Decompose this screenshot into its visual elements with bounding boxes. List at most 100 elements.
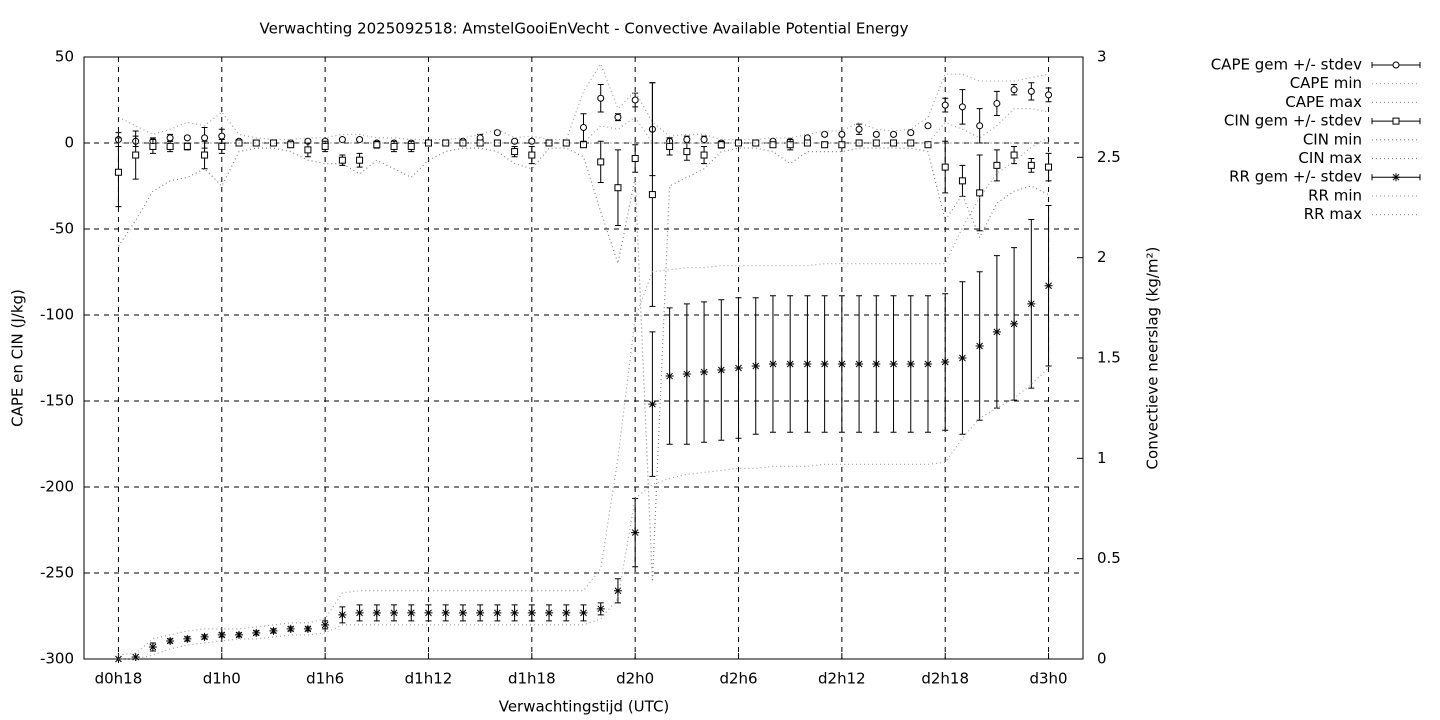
marker: [372, 608, 381, 617]
marker: [390, 142, 398, 150]
marker: [993, 99, 1001, 107]
marker: [218, 132, 226, 140]
legend-label: CAPE gem +/- stdev: [1211, 56, 1362, 74]
marker: [218, 142, 226, 150]
marker: [855, 125, 863, 133]
marker: [803, 360, 812, 369]
marker: [201, 151, 209, 159]
marker: [287, 141, 295, 149]
marker: [131, 652, 140, 661]
y-tick-label: -250: [40, 564, 74, 582]
x-tick-label: d1h18: [508, 670, 556, 688]
marker: [906, 360, 915, 369]
line-series: [117, 147, 1049, 582]
marker: [580, 124, 587, 132]
marker: [1045, 91, 1053, 99]
marker: [442, 139, 450, 147]
marker: [614, 184, 622, 192]
marker: [958, 354, 967, 362]
marker: [890, 130, 898, 138]
y2-tick-label: 0.5: [1097, 549, 1121, 567]
marker: [562, 139, 570, 147]
line-series: [118, 136, 1049, 656]
y2-tick-label: 3: [1097, 48, 1107, 66]
y-tick-label: -300: [40, 650, 74, 668]
marker: [252, 628, 261, 637]
legend-label: RR gem +/- stdev: [1229, 168, 1362, 186]
marker: [958, 103, 966, 111]
x-tick-label: d1h6: [306, 670, 344, 688]
marker: [648, 400, 657, 409]
marker: [511, 148, 519, 156]
marker: [1010, 86, 1018, 94]
marker: [580, 141, 587, 149]
marker: [166, 636, 175, 645]
marker: [717, 141, 725, 149]
marker: [976, 189, 984, 197]
marker: [527, 608, 536, 617]
marker: [338, 610, 347, 619]
marker: [786, 141, 794, 149]
marker: [1044, 281, 1053, 290]
marker: [338, 136, 346, 144]
marker: [958, 177, 966, 185]
marker: [579, 608, 588, 617]
marker: [717, 366, 726, 375]
marker: [683, 148, 691, 156]
marker: [889, 360, 898, 369]
marker: [528, 137, 536, 145]
y-tick-label: 50: [55, 48, 74, 66]
marker: [992, 327, 1001, 336]
marker: [837, 360, 846, 369]
marker: [183, 634, 192, 643]
y2-tick-label: 2.5: [1097, 148, 1121, 166]
marker: [631, 96, 639, 104]
marker: [511, 137, 519, 145]
marker: [1010, 319, 1019, 328]
marker: [993, 161, 1001, 169]
y-tick-label: -150: [40, 392, 74, 410]
marker: [562, 608, 571, 617]
marker: [907, 129, 915, 137]
marker: [390, 608, 399, 617]
marker: [752, 139, 760, 147]
marker: [1392, 117, 1400, 125]
y-tick-label: -100: [40, 306, 74, 324]
legend-label: RR max: [1304, 205, 1362, 223]
marker: [820, 360, 829, 369]
marker: [872, 360, 881, 369]
marker: [872, 139, 880, 147]
marker: [941, 163, 949, 171]
marker: [1027, 299, 1036, 308]
marker: [1392, 173, 1400, 182]
marker: [734, 364, 743, 373]
marker: [148, 642, 157, 651]
marker: [183, 142, 191, 150]
marker: [269, 626, 278, 635]
marker: [476, 139, 484, 147]
marker: [596, 604, 605, 613]
marker: [597, 158, 605, 166]
marker: [941, 358, 950, 367]
marker: [303, 624, 312, 633]
marker: [493, 129, 501, 137]
marker: [545, 139, 553, 147]
y2-tick-label: 2: [1097, 248, 1107, 266]
y2-axis-label: Convectieve neerslag (kg/m²): [1144, 247, 1162, 470]
marker: [493, 139, 501, 147]
marker: [665, 372, 674, 381]
y2-tick-label: 1: [1097, 449, 1107, 467]
marker: [510, 608, 519, 617]
marker: [304, 146, 312, 154]
marker: [976, 122, 984, 130]
x-tick-label: d1h0: [203, 670, 241, 688]
marker: [373, 141, 381, 149]
marker: [838, 141, 846, 149]
x-tick-label: d2h6: [719, 670, 757, 688]
x-tick-label: d1h12: [405, 670, 453, 688]
marker: [166, 142, 174, 150]
x-axis-label: Verwachtingstijd (UTC): [499, 698, 670, 716]
marker: [786, 360, 795, 369]
marker: [975, 341, 984, 350]
